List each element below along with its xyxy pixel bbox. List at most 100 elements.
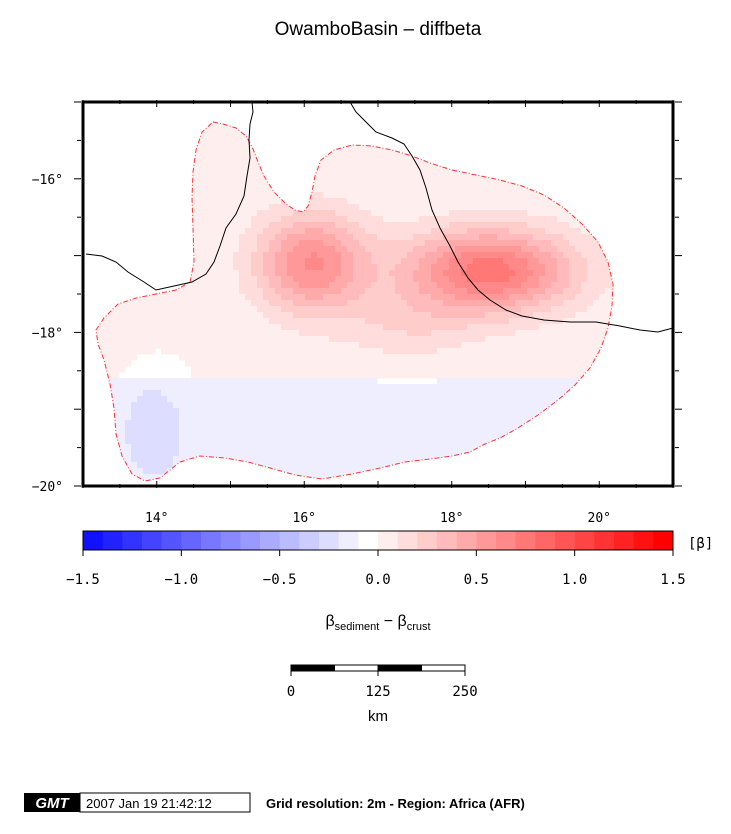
heat-cell bbox=[245, 450, 252, 457]
heat-cell bbox=[365, 240, 372, 247]
heat-cell bbox=[503, 192, 510, 199]
heat-cell bbox=[455, 276, 462, 283]
heat-cell bbox=[455, 270, 462, 277]
heat-cell bbox=[215, 122, 222, 127]
heat-cell bbox=[413, 186, 420, 193]
heat-cell bbox=[215, 258, 222, 265]
heat-cell bbox=[545, 360, 552, 367]
heat-cell bbox=[167, 330, 174, 337]
heat-cell bbox=[323, 204, 330, 211]
heat-cell bbox=[437, 348, 444, 355]
heat-cell bbox=[491, 234, 498, 241]
heat-cell bbox=[521, 390, 528, 397]
heat-cell bbox=[497, 276, 504, 283]
heat-cell bbox=[431, 336, 438, 343]
heat-cell bbox=[239, 396, 246, 403]
heat-cell bbox=[263, 402, 270, 409]
heat-cell bbox=[509, 366, 516, 373]
heat-cell bbox=[407, 432, 414, 439]
heat-cell bbox=[341, 354, 348, 361]
heat-cell bbox=[341, 258, 348, 265]
heat-cell bbox=[455, 204, 462, 211]
heat-cell bbox=[239, 162, 246, 169]
heat-cell bbox=[371, 348, 378, 355]
heat-cell bbox=[533, 276, 540, 283]
heat-cell bbox=[113, 306, 120, 313]
heat-cell bbox=[509, 324, 516, 331]
heat-cell bbox=[503, 258, 510, 265]
heat-cell bbox=[389, 402, 396, 409]
heat-cell bbox=[359, 270, 366, 277]
heat-cell bbox=[107, 354, 114, 361]
heat-cell bbox=[305, 294, 312, 301]
heat-cell bbox=[425, 270, 432, 277]
heat-cell bbox=[209, 156, 216, 163]
heat-cell bbox=[521, 300, 528, 307]
heat-cell bbox=[275, 294, 282, 301]
heat-cell bbox=[233, 222, 240, 229]
heat-cell bbox=[407, 438, 414, 445]
heat-cell bbox=[203, 396, 210, 403]
heat-cell bbox=[131, 450, 138, 457]
heat-cell bbox=[515, 216, 522, 223]
heat-cell bbox=[239, 144, 246, 151]
heat-cell bbox=[209, 408, 216, 415]
heat-cell bbox=[299, 246, 306, 253]
heat-cell bbox=[317, 264, 324, 271]
heat-cell bbox=[221, 432, 228, 439]
heat-cell bbox=[485, 252, 492, 259]
heat-cell bbox=[383, 210, 390, 217]
heat-cell bbox=[437, 288, 444, 295]
heat-cell bbox=[449, 264, 456, 271]
heat-cell bbox=[215, 282, 222, 289]
heat-cell bbox=[329, 174, 336, 181]
heat-cell bbox=[461, 234, 468, 241]
heat-cell bbox=[419, 198, 426, 205]
heat-cell bbox=[353, 246, 360, 253]
heat-cell bbox=[347, 180, 354, 187]
heat-cell bbox=[407, 312, 414, 319]
heat-cell bbox=[131, 312, 138, 319]
heat-cell bbox=[461, 264, 468, 271]
heat-cell bbox=[545, 210, 552, 217]
heat-cell bbox=[473, 390, 480, 397]
heat-cell bbox=[143, 294, 150, 301]
heat-cell bbox=[521, 384, 528, 391]
heat-cell bbox=[215, 336, 222, 343]
heat-cell bbox=[437, 414, 444, 421]
heat-cell bbox=[515, 186, 522, 193]
heat-cell bbox=[401, 258, 408, 265]
heat-cell bbox=[359, 144, 366, 151]
heat-cell bbox=[467, 228, 474, 235]
heat-cell bbox=[455, 246, 462, 253]
heat-cell bbox=[239, 270, 246, 277]
heat-cell bbox=[317, 450, 324, 457]
heat-cell bbox=[197, 432, 204, 439]
heat-cell bbox=[485, 414, 492, 421]
heat-cell bbox=[131, 342, 138, 349]
heat-cell bbox=[167, 318, 174, 325]
heat-cell bbox=[413, 156, 420, 163]
heat-cell bbox=[239, 312, 246, 319]
heat-cell bbox=[143, 456, 150, 463]
heat-cell bbox=[257, 216, 264, 223]
heat-cell bbox=[377, 294, 384, 301]
heat-cell bbox=[341, 312, 348, 319]
heat-cell bbox=[335, 300, 342, 307]
heat-cell bbox=[431, 300, 438, 307]
heat-cell bbox=[317, 408, 324, 415]
heat-cell bbox=[251, 234, 258, 241]
heat-cell bbox=[215, 450, 222, 457]
heat-cell bbox=[329, 306, 336, 313]
heat-cell bbox=[437, 390, 444, 397]
heat-cell bbox=[239, 288, 246, 295]
heat-cell bbox=[131, 462, 138, 469]
heat-cell bbox=[191, 306, 198, 313]
heat-cell bbox=[293, 432, 300, 439]
heat-cell bbox=[389, 438, 396, 445]
heat-cell bbox=[341, 384, 348, 391]
heat-cell bbox=[191, 204, 198, 211]
heat-cell bbox=[149, 462, 156, 469]
heat-cell bbox=[251, 180, 258, 187]
heat-cell bbox=[257, 252, 264, 259]
